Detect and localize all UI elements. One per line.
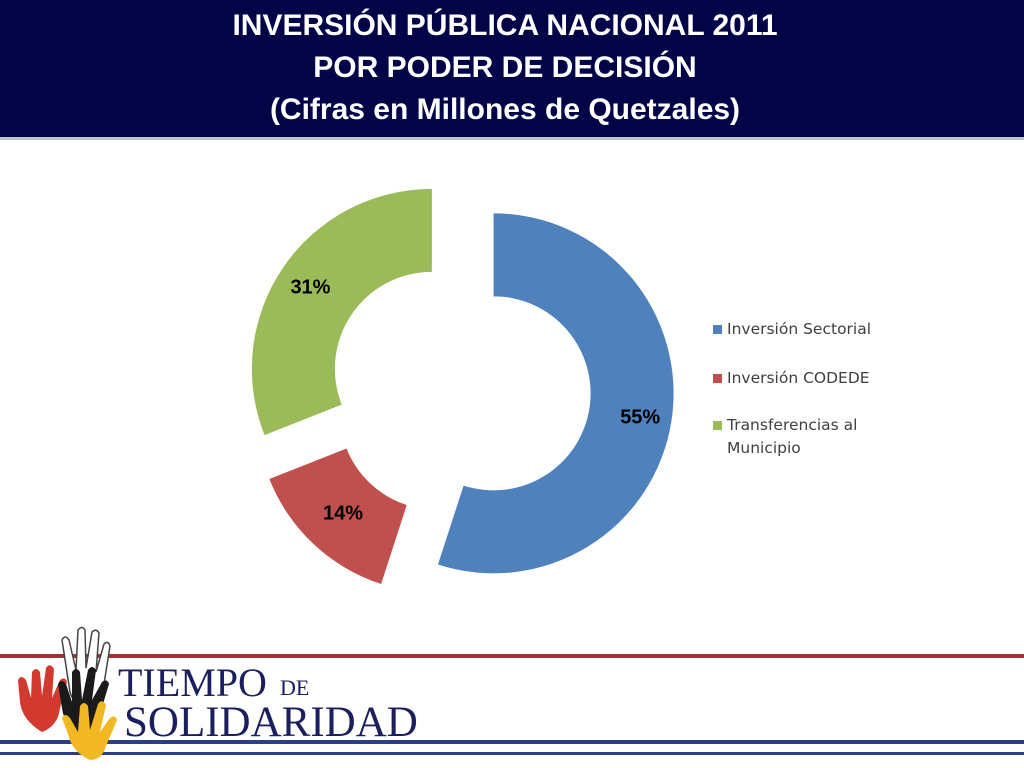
legend-swatch-green [713,421,722,430]
legend-item-inversion-codede: Inversión CODEDE [713,367,903,390]
doughnut-chart: 55% 14% 31% [251,188,674,584]
slice-inversion-sectorial [437,213,674,574]
chart-legend: Inversión Sectorial Inversión CODEDE Tra… [713,318,903,460]
logo-tiempo-de-solidaridad: TIEMPO DE SOLIDARIDAD [12,622,462,762]
slide-subtitle: (Cifras en Millones de Quetzales) [269,93,741,126]
legend-swatch-blue [713,325,722,334]
logo-word-de: DE [280,675,309,700]
slice-label-inversion-codede: 14% [323,503,363,525]
legend-label: Transferencias al [727,416,858,434]
slide-header: INVERSIÓN PÚBLICA NACIONAL 2011 POR PODE… [0,0,1024,140]
slide-title-line-1: INVERSIÓN PÚBLICA NACIONAL 2011 [232,9,778,42]
footer-red-line [0,654,1024,658]
hands-icon [18,626,117,760]
legend-item-transferencias: Transferencias al Municipio [713,414,903,460]
legend-label: Inversión CODEDE [727,369,870,387]
footer-blue-line-2 [0,752,1024,755]
legend-item-inversion-sectorial: Inversión Sectorial [713,318,903,341]
slice-label-inversion-sectorial: 55% [620,407,660,429]
logo-word-solidaridad: SOLIDARIDAD [124,699,418,746]
legend-label-cont: Municipio [727,439,801,457]
slice-label-transferencias: 31% [290,276,330,298]
slide-title-line-2: POR PODER DE DECISIÓN [313,51,697,84]
slice-inversion-codede [269,448,407,584]
legend-label: Inversión Sectorial [727,320,872,338]
legend-swatch-red [713,374,722,383]
footer-blue-line-1 [0,740,1024,744]
logo-word-tiempo: TIEMPO [118,660,267,705]
slice-transferencias [251,188,432,436]
